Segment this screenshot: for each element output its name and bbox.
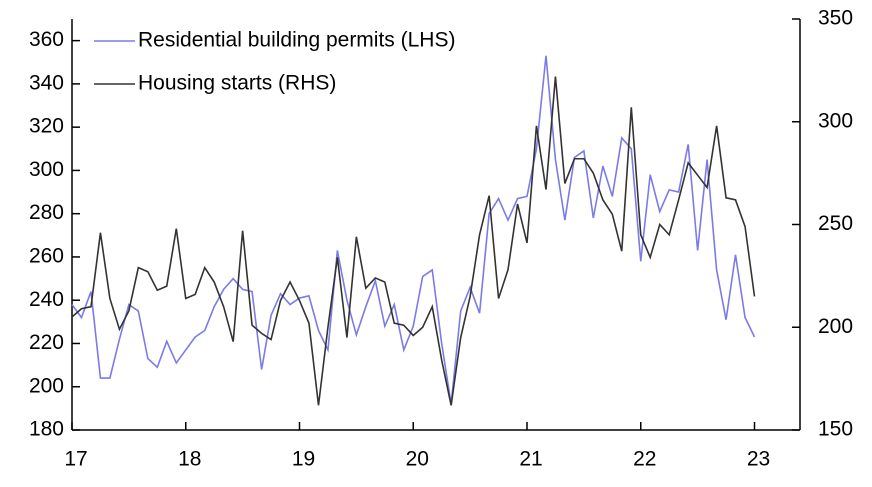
x-tick-label: 23 (747, 448, 770, 471)
y2-tick-label: 200 (818, 315, 853, 338)
y-tick-label: 340 (29, 71, 64, 94)
x-tick-label: 18 (178, 448, 201, 471)
y2-tick-label: 350 (818, 7, 853, 30)
y2-tick-label: 250 (818, 212, 853, 235)
y-tick-label: 280 (29, 201, 64, 224)
series-line (71, 55, 756, 405)
y-tick-label: 360 (29, 28, 64, 51)
y-tick-label: 320 (29, 115, 64, 138)
y-tick-label: 240 (29, 288, 64, 311)
y-tick-label: 260 (29, 244, 64, 267)
x-tick-label: 17 (64, 448, 87, 471)
y-tick-label: 300 (29, 158, 64, 181)
x-tick-label: 19 (292, 448, 315, 471)
y2-tick-label: 300 (818, 109, 853, 132)
legend-label: Residential building permits (LHS) (138, 29, 455, 52)
y-tick-label: 220 (29, 331, 64, 354)
y-tick-label: 180 (29, 418, 64, 441)
x-tick-label: 21 (519, 448, 542, 471)
legend-label: Housing starts (RHS) (138, 72, 336, 95)
y2-tick-label: 150 (818, 418, 853, 441)
y-tick-label: 200 (29, 374, 64, 397)
x-tick-label: 22 (633, 448, 656, 471)
x-tick-label: 20 (406, 448, 429, 471)
series-line (71, 76, 756, 406)
